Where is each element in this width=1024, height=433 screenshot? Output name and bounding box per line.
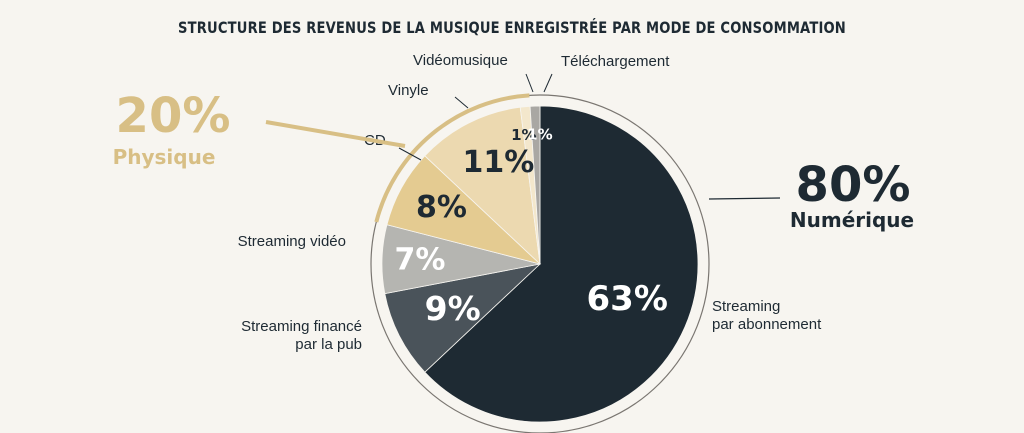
- digital-leader-line: [708, 197, 781, 200]
- slice-value-1: 9%: [425, 289, 481, 328]
- slice-label-2: Streaming vidéo: [238, 233, 346, 250]
- physical-arc: [374, 93, 530, 223]
- slice-value-5: 1%: [511, 126, 536, 144]
- slice-value-6: 1%: [527, 126, 552, 144]
- physical-label: Physique: [113, 145, 216, 169]
- slices: [381, 105, 699, 423]
- leader-line-3: [398, 147, 422, 161]
- slice-value-2: 7%: [395, 243, 446, 278]
- digital-percent: 80%: [796, 157, 911, 213]
- slice-label-4: Vinyle: [388, 82, 429, 99]
- leader-line-6: [543, 73, 553, 93]
- slice-values: 63% 9% 7% 8% 11%1%1%: [395, 126, 668, 329]
- leader-line-4: [454, 96, 469, 109]
- slice-label-5: Vidéomusique: [413, 52, 508, 69]
- leader-lines: [398, 73, 553, 161]
- slice-label-0: Streaming par abonnement: [712, 298, 822, 333]
- outer-ring: [370, 94, 710, 433]
- leader-line-5: [525, 73, 534, 93]
- physical-percent: 20%: [116, 88, 231, 144]
- slice-value-3: 8%: [416, 190, 467, 225]
- slice-labels: Streaming par abonnement Streaming financé…: [238, 52, 822, 353]
- slice-value-0: 63%: [587, 279, 668, 319]
- pie-slice-4: [424, 106, 541, 266]
- pie-slice-6: [529, 105, 541, 265]
- digital-label: Numérique: [790, 208, 914, 232]
- physical-leader-line: [265, 120, 406, 148]
- chart-title: STRUCTURE DES REVENUS DE LA MUSIQUE ENRE…: [178, 18, 846, 37]
- slice-label-1: Streaming financé par la pub: [241, 318, 362, 353]
- pie-slice-1: [384, 263, 542, 373]
- slice-label-6: Téléchargement: [561, 53, 670, 70]
- pie-slice-0: [424, 105, 699, 423]
- slice-value-4: 11%: [462, 145, 534, 180]
